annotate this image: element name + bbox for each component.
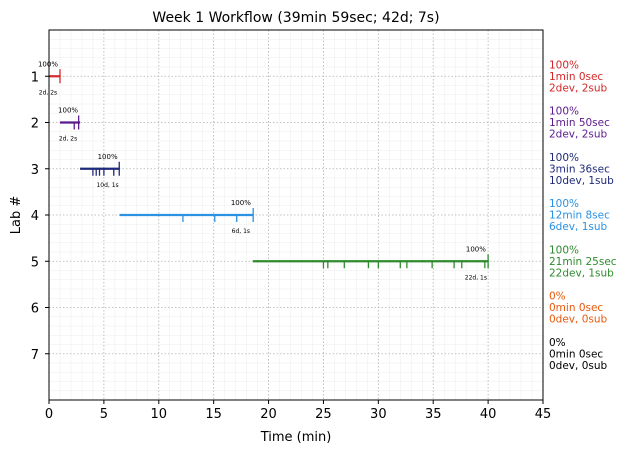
x-tick-label: 40 xyxy=(480,407,497,422)
x-tick-label: 20 xyxy=(260,407,277,422)
lab-5-summary-line: 22dev, 1sub xyxy=(549,267,614,279)
lab-2-counts-label: 2d, 2s xyxy=(59,136,77,143)
lab-7-summary-line: 0min 0sec xyxy=(549,348,603,360)
y-tick-label: 5 xyxy=(31,255,39,270)
lab-2-percent-label: 100% xyxy=(58,107,78,115)
y-tick-label: 7 xyxy=(31,348,39,363)
lab-1-summary-line: 100% xyxy=(549,59,579,71)
lab-5-percent-label: 100% xyxy=(466,245,486,253)
chart-title: Week 1 Workflow (39min 59sec; 42d; 7s) xyxy=(152,10,439,26)
y-tick-label: 2 xyxy=(31,117,39,132)
x-tick-label: 35 xyxy=(425,407,442,422)
x-axis-label: Time (min) xyxy=(260,430,332,445)
lab-2-summary-line: 2dev, 2sub xyxy=(549,129,608,141)
lab-4-summary-line: 100% xyxy=(549,198,579,210)
lab-6-summary-line: 0% xyxy=(549,291,566,303)
lab-1-percent-label: 100% xyxy=(38,60,58,68)
lab-5-summary-line: 21min 25sec xyxy=(549,256,617,268)
y-tick-label: 6 xyxy=(31,302,39,317)
lab-2-summary-line: 100% xyxy=(549,106,579,118)
lab-3-counts-label: 10d, 1s xyxy=(96,182,118,189)
lab-3-percent-label: 100% xyxy=(98,153,118,161)
lab-1-summary-line: 2dev, 2sub xyxy=(549,82,608,94)
x-tick-label: 25 xyxy=(315,407,332,422)
lab-1-counts-label: 2d, 2s xyxy=(39,89,57,96)
lab-4-summary-line: 6dev, 1sub xyxy=(549,221,608,233)
y-axis-label: Lab # xyxy=(9,196,24,235)
lab-1-summary-line: 1min 0sec xyxy=(549,71,603,83)
y-tick-label: 3 xyxy=(31,163,39,178)
lab-7-summary-line: 0dev, 0sub xyxy=(549,360,608,372)
y-tick-label: 4 xyxy=(31,209,39,224)
lab-2-summary-line: 1min 50sec xyxy=(549,117,610,129)
x-tick-label: 10 xyxy=(151,407,168,422)
lab-6-summary-line: 0dev, 0sub xyxy=(549,314,608,326)
lab-7-summary-line: 0% xyxy=(549,337,566,349)
lab-5-summary-line: 100% xyxy=(549,244,579,256)
lab-3-summary-line: 3min 36sec xyxy=(549,163,610,175)
lab-4-summary-line: 12min 8sec xyxy=(549,210,610,222)
lab-6-summary-line: 0min 0sec xyxy=(549,302,603,314)
lab-4-percent-label: 100% xyxy=(231,199,251,207)
x-tick-label: 45 xyxy=(535,407,552,422)
x-tick-label: 0 xyxy=(45,407,53,422)
lab-5-counts-label: 22d, 1s xyxy=(465,274,487,281)
x-tick-label: 30 xyxy=(370,407,387,422)
x-tick-label: 15 xyxy=(205,407,222,422)
x-tick-label: 5 xyxy=(100,407,108,422)
timeline-bars: 100% 2d, 2s 100% 2d, 2s 100% 10d, 1s 100% 6d, 1… xyxy=(38,60,489,281)
lab-3-summary-line: 10dev, 1sub xyxy=(549,175,614,187)
lab-3-summary-line: 100% xyxy=(549,152,579,164)
y-tick-label: 1 xyxy=(31,70,39,85)
lab-4-counts-label: 6d, 1s xyxy=(232,228,250,235)
